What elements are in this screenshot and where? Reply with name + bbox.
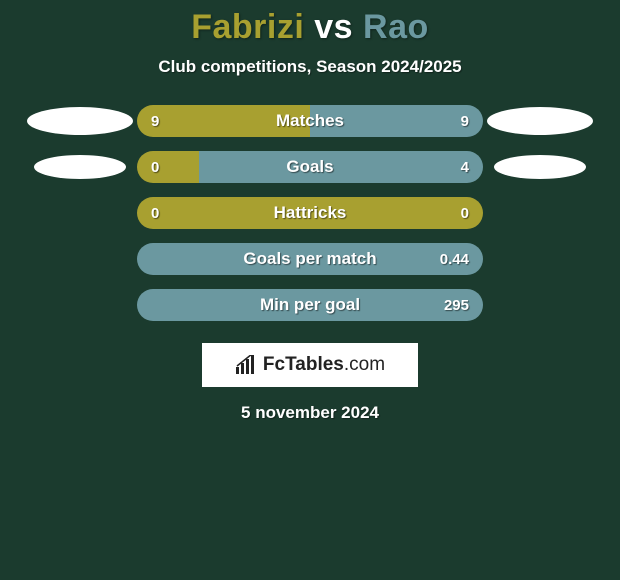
chart-icon <box>235 355 257 375</box>
player-badge-left <box>27 107 133 135</box>
stat-row: 00Hattricks <box>0 197 620 229</box>
stat-bar: 00Hattricks <box>137 197 483 229</box>
title-vs: vs <box>314 8 353 46</box>
stat-row: 99Matches <box>0 105 620 137</box>
player-badge-right <box>494 155 586 179</box>
stat-label: Hattricks <box>137 197 483 229</box>
logo-text: FcTables.com <box>263 354 385 376</box>
stat-row: 0.44Goals per match <box>0 243 620 275</box>
stats-container: 99Matches 04Goals 00Hattricks 0.44Goals per… <box>0 105 620 321</box>
player-badge-right <box>487 107 593 135</box>
right-badge-slot <box>483 155 597 179</box>
subtitle: Club competitions, Season 2024/2025 <box>0 57 620 77</box>
logo-box: FcTables.com <box>202 343 418 387</box>
stat-bar: 0.44Goals per match <box>137 243 483 275</box>
title-player-right: Rao <box>363 8 429 46</box>
logo-brand: FcTables <box>263 354 344 375</box>
left-badge-slot <box>23 155 137 179</box>
right-badge-slot <box>483 107 597 135</box>
stat-row: 295Min per goal <box>0 289 620 321</box>
stat-label: Min per goal <box>137 289 483 321</box>
stat-row: 04Goals <box>0 151 620 183</box>
left-badge-slot <box>23 107 137 135</box>
stat-label: Matches <box>137 105 483 137</box>
title-player-left: Fabrizi <box>191 8 304 46</box>
date-text: 5 november 2024 <box>0 403 620 423</box>
stat-bar: 295Min per goal <box>137 289 483 321</box>
page-title: Fabrizi vs Rao <box>0 0 620 47</box>
stat-label: Goals per match <box>137 243 483 275</box>
stat-label: Goals <box>137 151 483 183</box>
stat-bar: 99Matches <box>137 105 483 137</box>
comparison-infographic: Fabrizi vs Rao Club competitions, Season… <box>0 0 620 580</box>
logo-domain: .com <box>344 354 385 375</box>
stat-bar: 04Goals <box>137 151 483 183</box>
player-badge-left <box>34 155 126 179</box>
